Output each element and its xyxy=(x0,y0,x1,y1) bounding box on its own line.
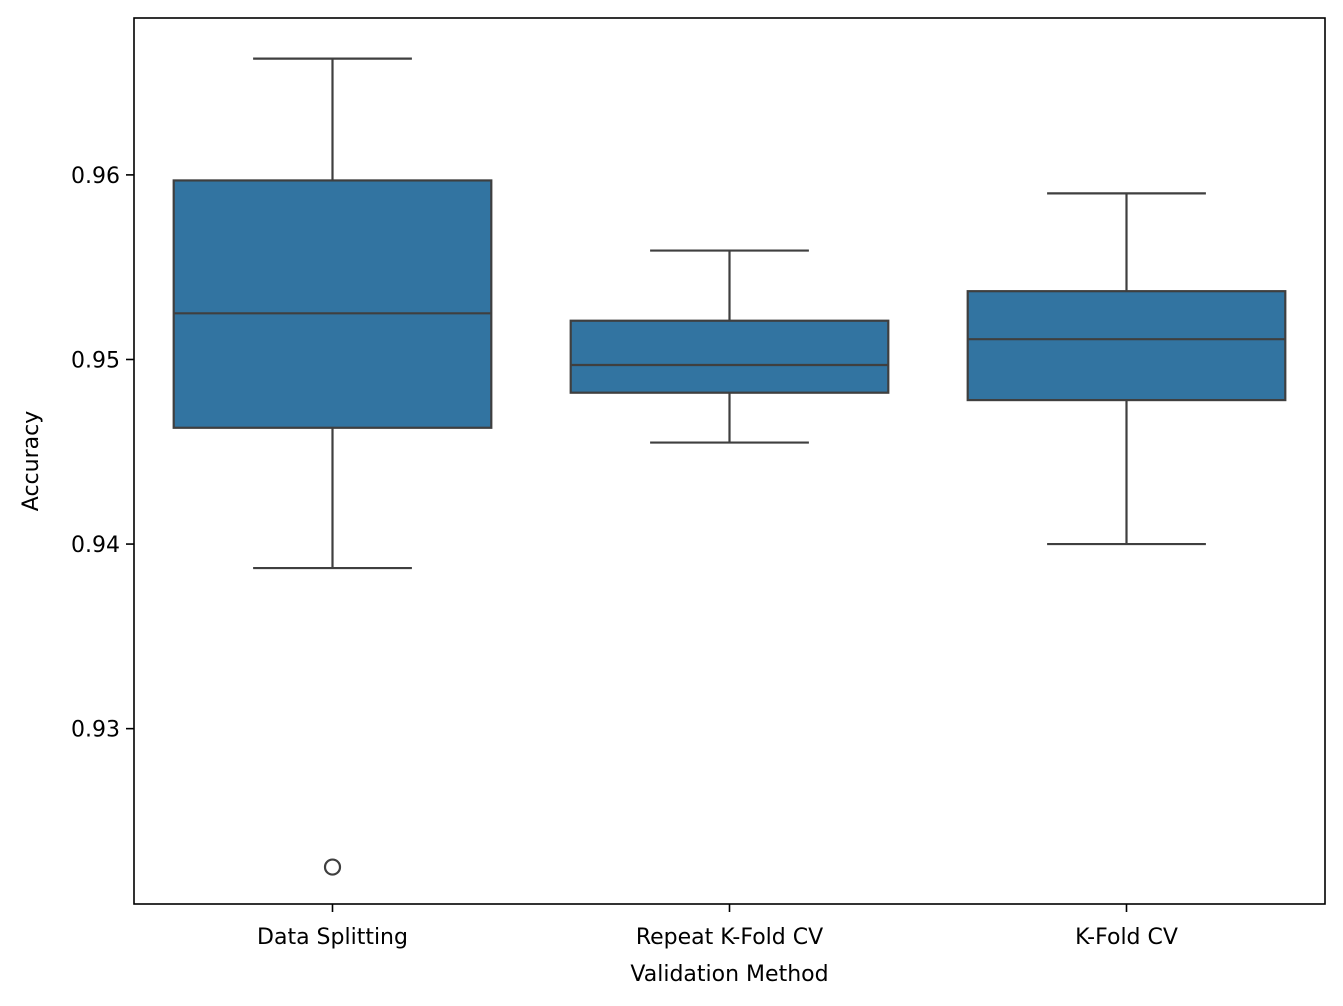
x-tick-label: Data Splitting xyxy=(257,925,408,950)
plot-area-frame xyxy=(133,17,1326,905)
x-axis-ticks: Data Splitting Repeat K-Fold CV K-Fold CV xyxy=(257,904,1178,950)
box-group xyxy=(966,192,1287,546)
y-tick-label: 0.94 xyxy=(71,533,120,558)
x-axis-title: Validation Method xyxy=(630,962,828,987)
outlier-point xyxy=(323,858,342,876)
x-tick-label: Repeat K-Fold CV xyxy=(636,925,823,950)
box-series xyxy=(172,57,1287,876)
y-axis-ticks: 0.93 0.94 0.95 0.96 xyxy=(71,164,134,743)
box-iqr xyxy=(966,290,1287,402)
x-tick-label: K-Fold CV xyxy=(1075,925,1178,950)
y-tick-label: 0.93 xyxy=(71,718,120,743)
y-tick-label: 0.96 xyxy=(71,164,120,189)
y-tick-label: 0.95 xyxy=(71,348,120,373)
box-group xyxy=(172,57,493,876)
box-iqr xyxy=(569,319,890,394)
box-group xyxy=(569,249,890,444)
y-axis-title: Accuracy xyxy=(19,411,44,511)
box-iqr xyxy=(172,179,493,429)
